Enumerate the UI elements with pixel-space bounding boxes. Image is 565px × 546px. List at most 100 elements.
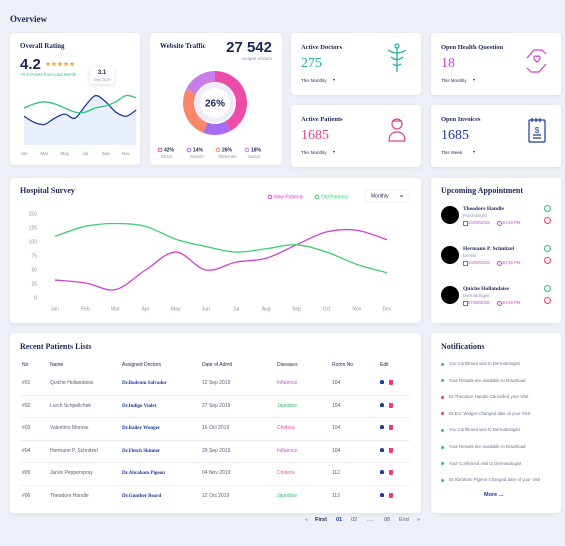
cell-disease: Influence xyxy=(277,447,298,454)
rating-chart: Jan Mar May Jul Sep Nov xyxy=(20,94,137,156)
stat-title: Active Patients xyxy=(301,116,343,123)
tooltip: 3.1 Sep 2019 xyxy=(90,67,114,84)
cell-doctor: Dr.Bailey Wonger xyxy=(122,426,161,432)
legend-dot xyxy=(267,194,273,200)
status-dot xyxy=(441,478,444,482)
status-dot xyxy=(441,362,444,366)
row-divider xyxy=(20,462,410,464)
rating-change: +0.5 Points from Last Month xyxy=(20,72,77,77)
stat-card: Open Health Question 18 This Monthly xyxy=(431,33,561,95)
period-dropdown xyxy=(364,189,410,203)
edit-button[interactable] xyxy=(380,447,384,452)
x-tick-label: Jul xyxy=(82,151,88,156)
legend-label: Social xyxy=(248,154,260,159)
donut-segment xyxy=(183,89,208,133)
x-tick-label: Feb xyxy=(81,306,90,312)
donut-chart: 26%42%Direct14%Search26%Referrals18%Soci… xyxy=(157,71,262,159)
page-link[interactable]: » xyxy=(417,517,421,523)
cell-room: 104 xyxy=(332,402,341,409)
avatar xyxy=(441,286,459,304)
edit-button[interactable] xyxy=(380,425,384,430)
delete-button[interactable] xyxy=(389,470,393,476)
decline-button[interactable] xyxy=(544,297,551,304)
donut-segment xyxy=(215,71,247,132)
status-dot xyxy=(441,412,444,416)
page-link[interactable]: 08 xyxy=(384,517,391,523)
edit-button[interactable] xyxy=(380,402,384,407)
appointment-name: Theodore Handle xyxy=(463,206,505,212)
stat-card: Active Patients 1685 This Monthly xyxy=(291,105,421,167)
calendar-icon xyxy=(463,261,468,266)
appointment-time: 10:45 PM xyxy=(502,260,521,265)
survey-card: Hospital Survey New Patients Old Patients M… xyxy=(10,178,421,323)
donut-segment xyxy=(186,71,215,95)
legend-dot xyxy=(186,147,192,153)
rating-card: Overall Rating 4.2 +0.5 Points from Last M… xyxy=(10,33,140,165)
dropdown-caret xyxy=(473,151,475,153)
appointment-date: 14/09/2019 xyxy=(468,220,490,225)
dropdown-caret xyxy=(333,151,335,153)
x-tick-label: May xyxy=(171,306,181,312)
x-tick-label: Mar xyxy=(41,151,49,156)
avatar xyxy=(441,206,459,224)
decline-button[interactable] xyxy=(544,217,551,224)
cell-name: Hermann P. Schnitzel xyxy=(50,447,98,454)
appointment-card: Upcoming Appointment Theodore Handle Psych… xyxy=(431,178,561,323)
page-link[interactable]: 02 xyxy=(351,517,358,523)
y-tick-label: 0 xyxy=(34,295,37,301)
column-header: No xyxy=(22,362,29,368)
notification-text: Dr.Abraham Pigeon Changed date of your V… xyxy=(449,477,541,483)
appointment-name: Hermann P. Schnitzel xyxy=(463,246,514,252)
x-tick-label: Jan xyxy=(20,151,28,156)
status-dot xyxy=(441,379,444,383)
accept-button[interactable] xyxy=(544,245,551,252)
page-link[interactable]: 01 xyxy=(336,517,343,523)
page-link[interactable]: End xyxy=(399,517,409,523)
decline-button[interactable] xyxy=(544,257,551,264)
cell-name: Valentino Morose xyxy=(50,425,89,432)
appointment-role: Dermatologist xyxy=(463,293,490,298)
edit-button[interactable] xyxy=(380,493,384,497)
rating-value: 4.2 xyxy=(20,56,41,73)
cell-doctor: Dr.Indigo Violet xyxy=(122,403,157,409)
x-tick-label: Jul xyxy=(233,306,239,312)
edit-button[interactable] xyxy=(380,380,384,384)
clock-icon xyxy=(497,301,502,306)
page-link[interactable]: First xyxy=(315,517,327,523)
notification-text: Dr.Theodore Handle Cancelled your Visit xyxy=(449,394,529,400)
page-link[interactable]: « xyxy=(305,517,309,523)
cell-no: #01 xyxy=(22,380,31,386)
accept-button[interactable] xyxy=(544,285,551,292)
card-title: Upcoming Appointment xyxy=(441,186,524,195)
x-tick-label: Apr xyxy=(142,306,150,312)
cell-room: 104 xyxy=(332,425,341,432)
delete-button[interactable] xyxy=(389,402,393,408)
edit-button[interactable] xyxy=(380,470,384,475)
delete-button[interactable] xyxy=(389,447,393,453)
notification-text: You Confirmed visit to Dermatologist xyxy=(449,361,520,366)
cell-date: 27 Sep 2019 xyxy=(202,402,231,409)
donut-center-label: 26% xyxy=(205,99,225,110)
accept-button[interactable] xyxy=(544,205,551,212)
page-link[interactable]: .... xyxy=(367,517,374,523)
column-header: Date of Admit xyxy=(202,362,233,368)
appointment-time: 10:45 PM xyxy=(502,220,521,225)
row-divider xyxy=(20,485,410,486)
cell-no: #05 xyxy=(22,470,31,477)
x-tick-label: Jun xyxy=(202,306,210,312)
legend-label: Search xyxy=(190,154,204,159)
delete-button[interactable] xyxy=(389,425,393,431)
stat-period: This Monthly xyxy=(441,78,467,83)
notifications-card: Notifications You Confirmed visit to Derm… xyxy=(431,333,561,513)
more-link[interactable]: More ... xyxy=(484,492,504,498)
dropdown-caret xyxy=(473,79,475,81)
legend-label: Referrals xyxy=(219,154,236,159)
delete-button[interactable] xyxy=(389,493,393,498)
cell-disease: Jaundice xyxy=(277,402,298,409)
clock-icon xyxy=(497,221,502,226)
column-header: Edit xyxy=(380,362,389,368)
x-tick-label: Dec xyxy=(383,306,392,312)
delete-button[interactable] xyxy=(389,380,393,385)
x-tick-label: Sep xyxy=(292,306,301,312)
